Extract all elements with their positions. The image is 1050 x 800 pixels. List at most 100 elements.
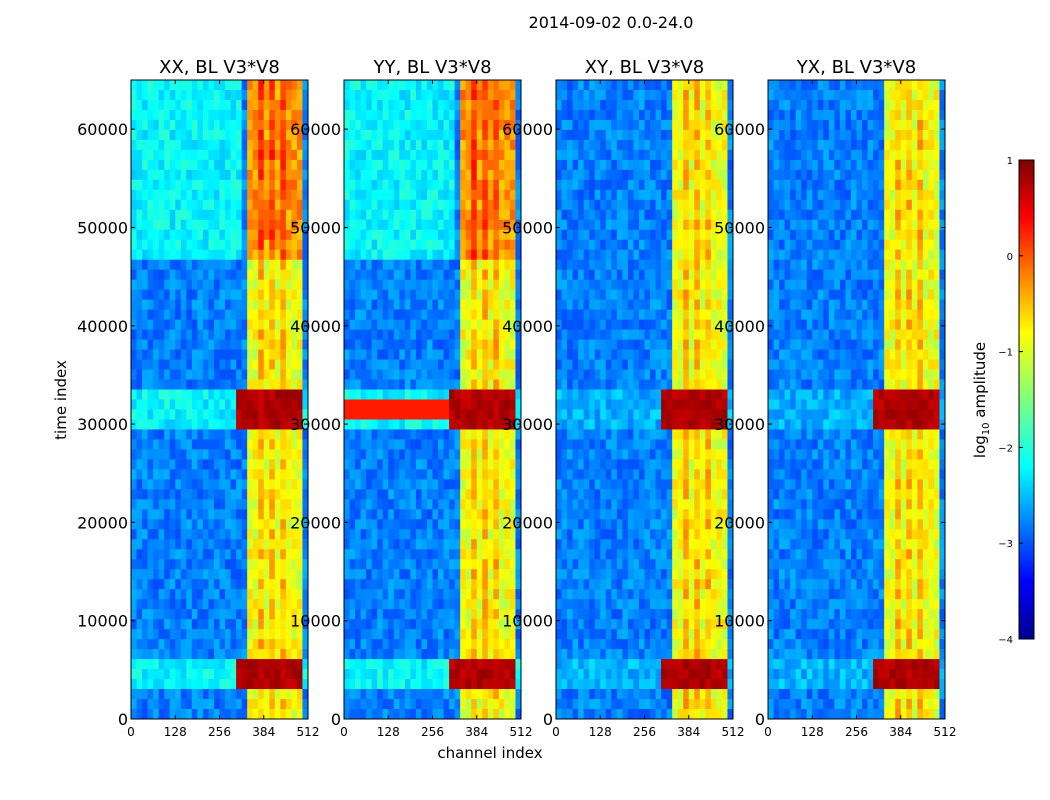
heatmap-cell bbox=[164, 109, 171, 121]
heatmap-cell bbox=[476, 469, 483, 480]
heatmap-cell bbox=[683, 139, 690, 151]
heatmap-cell bbox=[285, 689, 292, 700]
heatmap-cell bbox=[360, 80, 367, 91]
heatmap-cell bbox=[438, 359, 444, 370]
heatmap-cell bbox=[438, 249, 444, 261]
heatmap-cell bbox=[515, 299, 522, 311]
heatmap-cell bbox=[443, 249, 450, 261]
heatmap-cell bbox=[197, 249, 204, 261]
heatmap-cell bbox=[175, 639, 182, 650]
heatmap-cell bbox=[263, 109, 270, 121]
heatmap-cell bbox=[349, 339, 356, 350]
heatmap-cell bbox=[236, 169, 243, 181]
heatmap-cell bbox=[280, 169, 287, 181]
heatmap-cell bbox=[180, 419, 187, 430]
heatmap-cell bbox=[426, 549, 433, 560]
heatmap-cell bbox=[186, 199, 193, 211]
heatmap-cell bbox=[487, 679, 494, 690]
heatmap-cell bbox=[274, 119, 281, 131]
heatmap-cell bbox=[371, 559, 378, 570]
heatmap-cell bbox=[180, 89, 187, 101]
heatmap-cell bbox=[426, 519, 433, 530]
heatmap-cell bbox=[360, 699, 367, 710]
heatmap-cell bbox=[426, 709, 433, 720]
heatmap-cell bbox=[677, 109, 684, 121]
heatmap-cell bbox=[504, 649, 511, 660]
heatmap-cell bbox=[252, 709, 259, 720]
heatmap-cell bbox=[197, 439, 204, 450]
heatmap-cell bbox=[296, 179, 303, 191]
heatmap-cell bbox=[191, 459, 198, 470]
heatmap-cell bbox=[399, 329, 406, 340]
heatmap-cell bbox=[180, 179, 187, 191]
heatmap-cell bbox=[426, 309, 433, 321]
heatmap-cell bbox=[487, 359, 494, 370]
heatmap-cell bbox=[280, 679, 287, 690]
heatmap-cell bbox=[164, 599, 171, 610]
heatmap-cell bbox=[164, 549, 171, 560]
heatmap-cell bbox=[661, 219, 668, 231]
heatmap-cell bbox=[415, 559, 422, 570]
heatmap-cell bbox=[371, 199, 378, 211]
heatmap-cell bbox=[449, 529, 456, 540]
heatmap-cell bbox=[344, 509, 350, 520]
heatmap-cell bbox=[247, 179, 254, 191]
heatmap-cell bbox=[366, 339, 373, 350]
heatmap-cell bbox=[677, 249, 684, 261]
heatmap-cell bbox=[225, 129, 231, 141]
heatmap-cell bbox=[399, 219, 406, 231]
heatmap-cell bbox=[600, 309, 607, 321]
heatmap-cell bbox=[509, 579, 516, 590]
heatmap-cell bbox=[465, 569, 472, 580]
heatmap-cell bbox=[371, 589, 378, 600]
heatmap-cell bbox=[583, 299, 590, 311]
heatmap-cell bbox=[443, 539, 450, 550]
heatmap-cell bbox=[158, 609, 165, 620]
heatmap-cell bbox=[147, 149, 154, 161]
heatmap-cell bbox=[460, 609, 467, 620]
heatmap-cell bbox=[493, 339, 500, 350]
heatmap-cell bbox=[158, 499, 165, 510]
heatmap-cell bbox=[131, 139, 137, 151]
heatmap-cell bbox=[699, 119, 706, 131]
heatmap-cell bbox=[136, 679, 143, 690]
heatmap-cell bbox=[650, 199, 656, 211]
heatmap-cell bbox=[153, 539, 160, 550]
heatmap-cell bbox=[388, 419, 395, 430]
y-tick-label: 0 bbox=[331, 710, 341, 729]
heatmap-cell bbox=[208, 109, 215, 121]
heatmap-cell bbox=[355, 319, 361, 331]
heatmap-cell bbox=[230, 549, 237, 560]
heatmap-cell bbox=[291, 259, 298, 271]
heatmap-cell bbox=[655, 80, 662, 91]
heatmap-cell bbox=[355, 379, 361, 390]
heatmap-cell bbox=[578, 239, 585, 251]
heatmap-cell bbox=[153, 299, 160, 311]
heatmap-cell bbox=[280, 359, 287, 370]
heatmap-cell bbox=[302, 379, 309, 390]
heatmap-cell bbox=[247, 689, 254, 700]
heatmap-cell bbox=[622, 149, 629, 161]
heatmap-cell bbox=[153, 229, 160, 241]
heatmap-cell bbox=[225, 709, 231, 720]
heatmap-cell bbox=[142, 119, 148, 131]
heatmap-cell bbox=[164, 389, 171, 400]
heatmap-cell bbox=[388, 139, 395, 151]
heatmap-cell bbox=[633, 89, 640, 101]
heatmap-cell bbox=[493, 669, 500, 680]
heatmap-cell bbox=[589, 249, 596, 261]
heatmap-cell bbox=[438, 139, 444, 151]
heatmap-cell bbox=[515, 289, 522, 301]
heatmap-cell bbox=[583, 239, 590, 251]
heatmap-cell bbox=[515, 479, 522, 490]
heatmap-cell bbox=[131, 599, 137, 610]
heatmap-cell bbox=[169, 269, 176, 281]
heatmap-cell bbox=[611, 289, 618, 301]
heatmap-cell bbox=[404, 379, 411, 390]
heatmap-cell bbox=[655, 129, 662, 141]
heatmap-cell bbox=[443, 219, 450, 231]
heatmap-cell bbox=[147, 379, 154, 390]
heatmap-cell bbox=[377, 689, 384, 700]
heatmap-cell bbox=[426, 569, 433, 580]
heatmap-cell bbox=[504, 359, 511, 370]
